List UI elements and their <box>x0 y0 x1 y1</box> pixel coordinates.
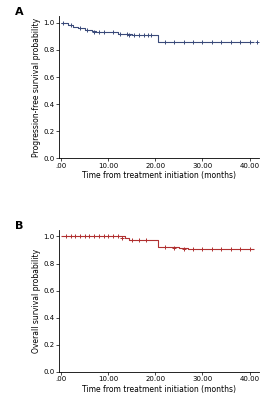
Text: A: A <box>15 8 23 18</box>
Text: B: B <box>15 221 23 231</box>
Y-axis label: Progression-free survival probability: Progression-free survival probability <box>32 18 41 157</box>
X-axis label: Time from treatment initiation (months): Time from treatment initiation (months) <box>82 171 236 180</box>
X-axis label: Time from treatment initiation (months): Time from treatment initiation (months) <box>82 385 236 394</box>
Y-axis label: Overall survival probability: Overall survival probability <box>32 249 41 353</box>
